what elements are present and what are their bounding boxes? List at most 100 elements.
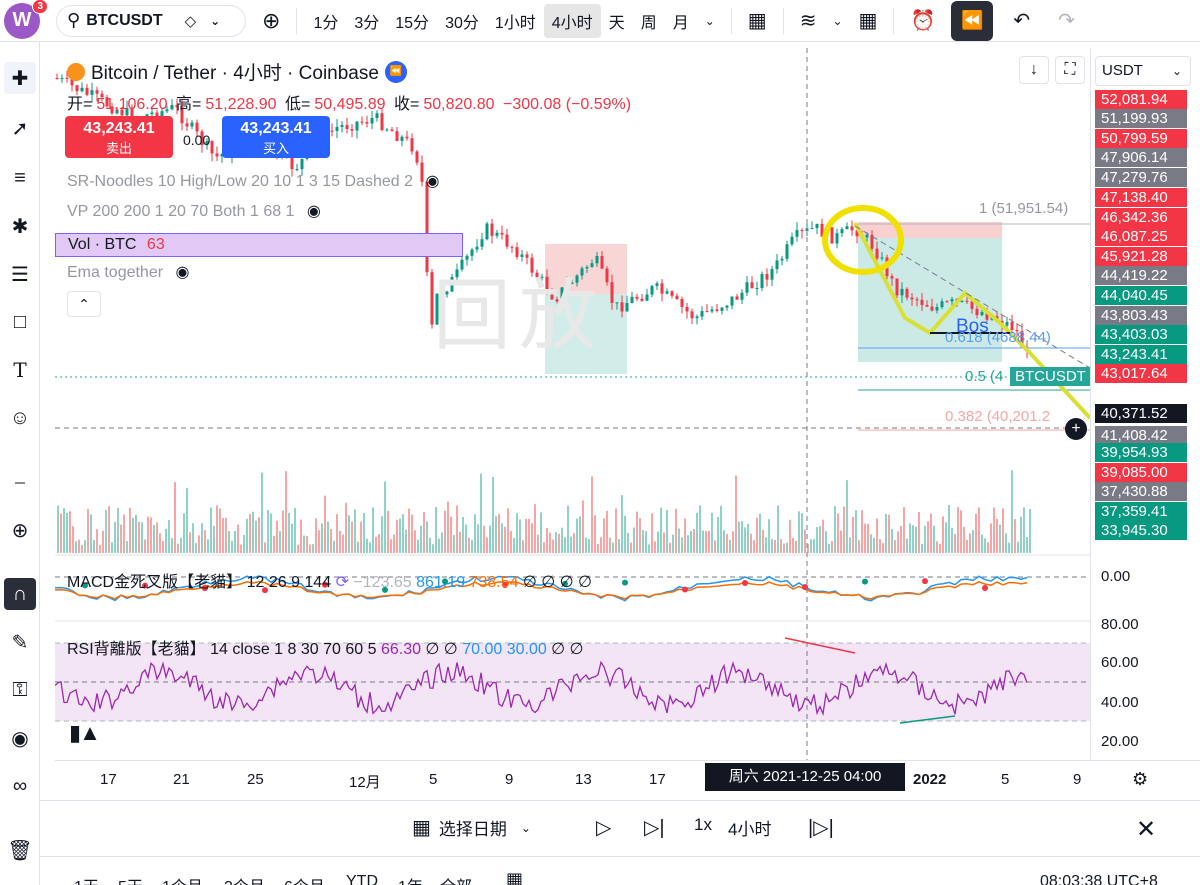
close-icon[interactable]: ✕	[1136, 816, 1157, 843]
range-1y[interactable]: 1年	[398, 873, 423, 885]
candle-body	[600, 256, 604, 269]
range-6m[interactable]: 6个月	[284, 873, 325, 885]
vp-indicator[interactable]: VP 200 200 1 20 70 Both 1 68 1 ◉	[67, 201, 321, 221]
interval-dropdown-icon[interactable]: ⌄	[704, 13, 715, 28]
replay-indicator-icon[interactable]: ⏪	[384, 60, 407, 83]
time-axis[interactable]: 17 21 25 12月 5 9 13 17 2022 5 9 周六 2021-…	[55, 760, 1200, 800]
indicators-icon[interactable]: ≋	[799, 10, 817, 32]
download-icon[interactable]: ↓	[1019, 56, 1049, 84]
candle-body	[170, 105, 174, 110]
crosshair-add-icon[interactable]: +	[1065, 418, 1087, 440]
layout-grid-icon[interactable]: ▦	[858, 10, 878, 32]
candle-body	[90, 90, 94, 95]
interval-3m[interactable]: 3分	[354, 14, 380, 32]
candle-body	[630, 296, 634, 303]
interval-1w[interactable]: 周	[640, 14, 657, 32]
buy-button[interactable]: 43,243.41 买入	[222, 116, 330, 158]
pencil-lock-icon[interactable]: ✎	[11, 631, 29, 654]
chart-canvas[interactable]	[55, 48, 1090, 760]
diamond-icon[interactable]: ◇	[184, 12, 197, 30]
eye-hidden-icon[interactable]: ◉	[175, 264, 190, 281]
volume-bar	[105, 510, 107, 553]
range-ytd[interactable]: YTD	[346, 873, 378, 885]
volume-bar	[111, 542, 113, 553]
macd-settings-icon[interactable]: ⟳	[335, 574, 349, 591]
replay-icon[interactable]: ⏪	[951, 0, 994, 41]
redo-icon[interactable]: ↷	[1058, 10, 1075, 32]
interval-1h[interactable]: 1小时	[494, 14, 536, 32]
symbol-search[interactable]: ⚲ BTCUSDT ◇ ⌄	[56, 4, 246, 37]
interval-1m[interactable]: 1分	[313, 14, 339, 32]
interval-4h[interactable]: 4小时	[543, 3, 601, 38]
text-tool-icon[interactable]: T	[13, 358, 27, 382]
chart-pane[interactable]: 回放 Bitcoin / Tether · 4小时 · Coinbase ⏪ 开…	[55, 48, 1091, 760]
volume-bar	[942, 516, 944, 553]
pattern-icon[interactable]: ✱	[11, 215, 29, 238]
volume-bar	[192, 523, 194, 553]
collapse-legend-button[interactable]: ⌃	[67, 291, 101, 317]
select-date-button[interactable]: ▦ 选择日期 ⌄	[412, 815, 531, 840]
replay-interval-button[interactable]: 4小时	[728, 820, 772, 839]
step-forward-button[interactable]: ▷|	[644, 817, 665, 839]
volume-bar	[867, 523, 869, 553]
jump-to-realtime-button[interactable]: |▷|	[808, 817, 834, 839]
magnet-icon[interactable]: ∩	[4, 578, 36, 610]
add-compare-button[interactable]: ⊕	[262, 7, 281, 33]
range-5d[interactable]: 5天	[118, 873, 143, 885]
trash-icon[interactable]: 🗑	[7, 839, 33, 862]
candle-body	[605, 268, 609, 283]
chevron-down-icon[interactable]: ⌄	[210, 13, 221, 28]
trendline-icon[interactable]: ➚	[11, 117, 29, 140]
speed-button[interactable]: 1x	[694, 815, 712, 834]
volume-bar	[792, 537, 794, 553]
ruler-icon[interactable]: ⎯	[15, 470, 25, 493]
range-3m[interactable]: 3个月	[224, 873, 265, 885]
volume-bar	[204, 530, 206, 553]
volume-bar	[924, 525, 926, 553]
candle-type-icon[interactable]: ▦	[747, 10, 767, 32]
range-1d[interactable]: 1天	[74, 873, 99, 885]
volume-bar	[315, 518, 317, 553]
user-avatar[interactable]: W 3	[4, 0, 48, 39]
vp-label: VP 200 200 1 20 70 Both 1 68 1	[67, 203, 295, 220]
crosshair-icon[interactable]: ✚	[4, 62, 36, 94]
volume-bar	[453, 535, 455, 553]
calendar-icon[interactable]: ▦	[506, 869, 524, 885]
eye-icon[interactable]: ◉	[11, 727, 29, 750]
interval-30m[interactable]: 30分	[445, 14, 479, 32]
interval-1mo[interactable]: 月	[672, 14, 689, 32]
emoji-icon[interactable]: ☺	[9, 406, 31, 429]
fullscreen-icon[interactable]: ⛶	[1055, 56, 1085, 84]
zoom-in-icon[interactable]: ⊕	[11, 519, 29, 542]
fib-tool-icon[interactable]: ≡	[14, 166, 26, 189]
ema-indicator[interactable]: Ema together ◉	[67, 262, 189, 282]
candle-body	[130, 108, 134, 122]
sr-noodles-indicator[interactable]: SR-Noodles 10 High/Low 20 10 1 3 15 Dash…	[67, 171, 439, 191]
alarm-icon[interactable]: ⏰	[910, 10, 936, 32]
chevron-down-icon[interactable]: ⌄	[832, 13, 843, 28]
undo-icon[interactable]: ↶	[1013, 10, 1031, 32]
candle-body	[435, 293, 439, 325]
currency-select[interactable]: USDT ⌄	[1095, 56, 1191, 86]
shapes-icon[interactable]: □	[13, 310, 27, 333]
vol-indicator[interactable]: Vol · BTC 63	[55, 233, 463, 257]
link-icon[interactable]: ∞	[12, 774, 28, 797]
sell-button[interactable]: 43,243.41 卖出	[65, 116, 173, 158]
play-button[interactable]: ▷	[596, 817, 612, 839]
candle-body	[545, 276, 549, 292]
prediction-icon[interactable]: ☰	[11, 263, 29, 286]
range-all[interactable]: 全部	[440, 873, 472, 885]
interval-15m[interactable]: 15分	[395, 14, 430, 32]
eye-hidden-icon[interactable]: ◉	[306, 203, 321, 220]
interval-1d[interactable]: 天	[608, 14, 625, 32]
eye-hidden-icon[interactable]: ◉	[425, 173, 440, 190]
volume-bar	[474, 514, 476, 553]
candle-body	[690, 311, 694, 319]
settings-icon[interactable]: ⚙	[1132, 769, 1149, 789]
lock-icon[interactable]: ⚿	[12, 678, 28, 701]
price-scale[interactable]: USDT ⌄ 52,081.94 51,199.93 50,799.59 47,906…	[1090, 48, 1200, 760]
volume-bar	[423, 511, 425, 553]
range-1m[interactable]: 1个月	[162, 873, 203, 885]
volume-bar	[870, 534, 872, 553]
crosshair-time-label: 周六 2021-12-25 04:00	[705, 763, 905, 791]
